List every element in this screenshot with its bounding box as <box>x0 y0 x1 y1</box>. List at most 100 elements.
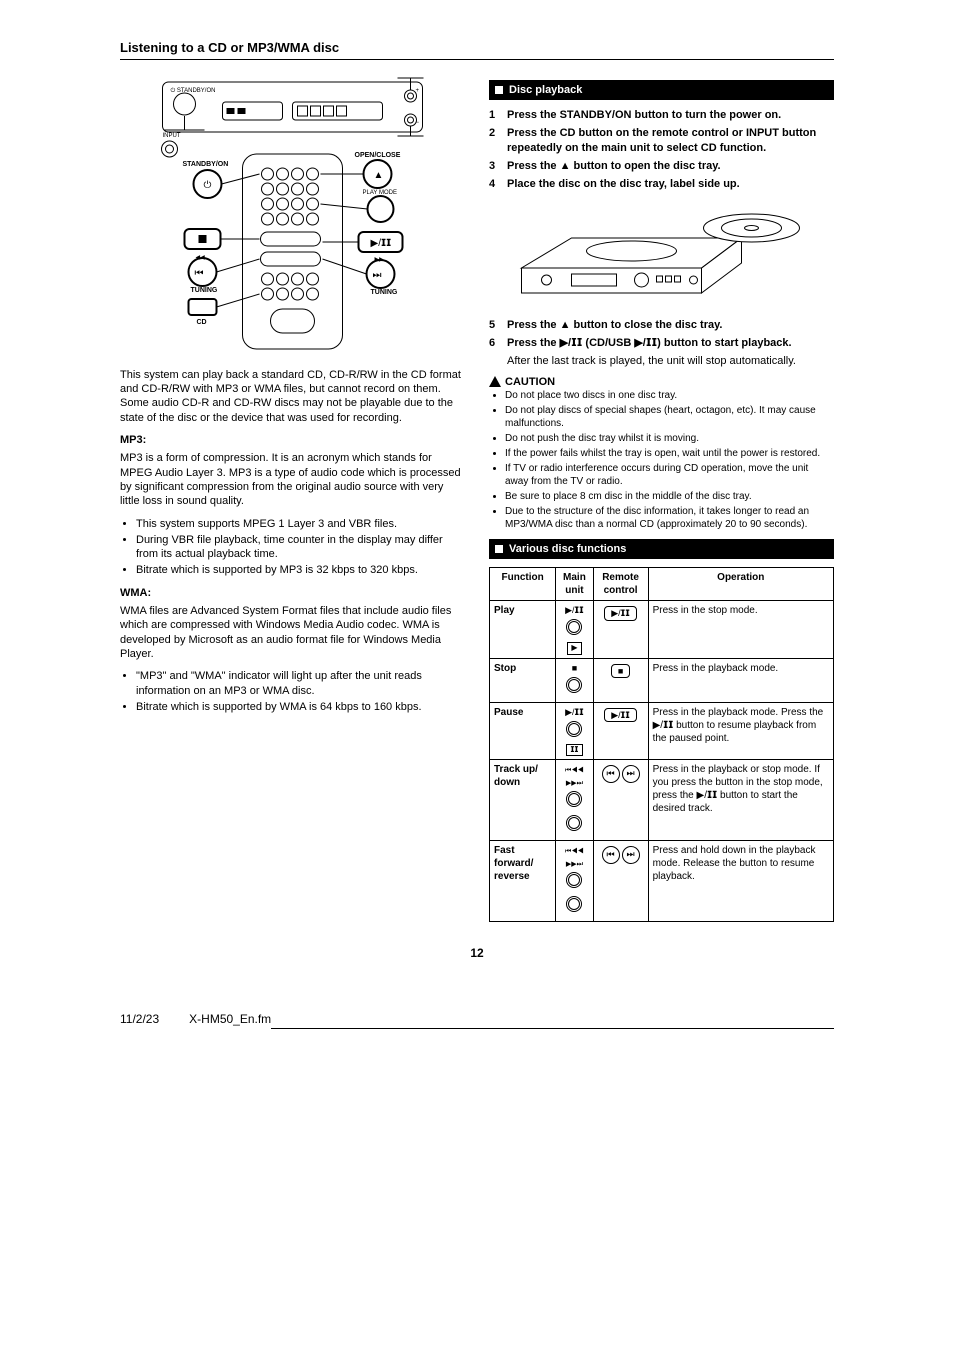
remote-cell: ⏮⏭ <box>593 759 648 840</box>
svg-text:CD: CD <box>197 319 207 326</box>
play-pause-icon: ▶/𝗜𝗜 <box>604 708 637 723</box>
mp3-body: MP3 is a form of compression. It is an a… <box>120 451 465 508</box>
left-column: ⏻ STANDBY/ON + − INPUT <box>120 74 465 922</box>
list-item: Bitrate which is supported by MP3 is 32 … <box>136 563 465 577</box>
footer-docname: X-HM50_En.fm <box>189 1012 271 1058</box>
main-unit-cell: ▶/𝗜𝗜▶ <box>556 601 593 658</box>
next-icon: ⏭ <box>622 846 640 864</box>
dial-icon <box>566 619 582 635</box>
col-operation: Operation <box>648 568 833 601</box>
remote-and-unit-diagram: ⏻ STANDBY/ON + − INPUT <box>120 74 465 354</box>
svg-text:⏻ STANDBY/ON: ⏻ STANDBY/ON <box>171 87 216 94</box>
table-row: Stop■■Press in the playback mode. <box>490 658 834 702</box>
page-title: Listening to a CD or MP3/WMA disc <box>120 40 834 60</box>
section-marker-icon <box>495 545 503 553</box>
step-item: 3 Press the ▲ button to open the disc tra… <box>489 159 834 173</box>
func-name: Pause <box>490 702 556 759</box>
prev-icon: ⏮ <box>602 846 620 864</box>
list-item: Bitrate which is supported by WMA is 64 … <box>136 700 465 714</box>
operation-cell: Press in the playback mode. Press the ▶/… <box>648 702 833 759</box>
main-glyph: ■ <box>572 663 577 673</box>
operation-cell: Press in the playback or stop mode. If y… <box>648 759 833 840</box>
list-item: This system supports MPEG 1 Layer 3 and … <box>136 517 465 531</box>
main-unit-cell: ▶/𝗜𝗜𝗜𝗜 <box>556 702 593 759</box>
step-item: 1Press the STANDBY/ON button to turn the… <box>489 108 834 122</box>
table-header-row: Function Main unit Remote control Operat… <box>490 568 834 601</box>
playback-steps: 1Press the STANDBY/ON button to turn the… <box>489 108 834 191</box>
svg-text:OPEN/CLOSE: OPEN/CLOSE <box>355 152 401 159</box>
svg-text:◀◀: ◀◀ <box>196 255 206 261</box>
svg-text:TUNING: TUNING <box>371 289 398 296</box>
svg-text:▶/𝗜𝗜: ▶/𝗜𝗜 <box>371 238 392 249</box>
list-item: Do not place two discs in one disc tray. <box>505 389 834 402</box>
list-item: "MP3" and "WMA" indicator will light up … <box>136 669 465 698</box>
list-item: Do not play discs of special shapes (hea… <box>505 404 834 430</box>
step-text: Press the ▲ button to open the disc tray… <box>507 159 721 173</box>
table-row: Track up/ down⏮◀◀ ▶▶⏭ ⏮⏭Press in the pla… <box>490 759 834 840</box>
dial-icon <box>566 791 582 807</box>
svg-text:INPUT: INPUT <box>163 133 181 139</box>
func-name: Fast forward/ reverse <box>490 840 556 921</box>
step-text: Press the CD button on the remote contro… <box>507 126 834 155</box>
dial-icon <box>566 677 582 693</box>
svg-text:▶▶: ▶▶ <box>375 257 385 263</box>
list-item: If the power fails whilst the tray is op… <box>505 447 834 460</box>
after-step6-note: After the last track is played, the unit… <box>507 354 834 368</box>
main-glyph: ▶/𝗜𝗜 <box>565 707 584 717</box>
step-text: Press the ▶/𝗜𝗜 (CD/USB ▶/𝗜𝗜) button to s… <box>507 336 792 350</box>
svg-text:▲: ▲ <box>374 170 384 181</box>
functions-table: Function Main unit Remote control Operat… <box>489 567 834 922</box>
wma-bullets: "MP3" and "WMA" indicator will light up … <box>120 669 465 714</box>
step-5: 5 Press the ▲ button to close the disc t… <box>489 318 834 332</box>
step-item: 2Press the CD button on the remote contr… <box>489 126 834 155</box>
svg-text:+: + <box>416 88 420 94</box>
caution-heading: CAUTION <box>489 375 834 389</box>
play-pause-icon: ▶/𝗜𝗜 <box>604 606 637 621</box>
list-item: During VBR file playback, time counter i… <box>136 533 465 562</box>
svg-text:−: − <box>416 120 420 126</box>
list-item: Due to the structure of the disc informa… <box>505 505 834 531</box>
next-icon: ⏭ <box>622 765 640 783</box>
step-number: 3 <box>489 159 501 173</box>
list-item: Do not push the disc tray whilst it is m… <box>505 432 834 445</box>
step-number: 1 <box>489 108 501 122</box>
operation-cell: Press and hold down in the playback mode… <box>648 840 833 921</box>
dial-icon <box>566 721 582 737</box>
intro-paragraph: This system can play back a standard CD,… <box>120 368 465 425</box>
step-item: 4 Place the disc on the disc tray, label … <box>489 177 834 191</box>
table-row: Play▶/𝗜𝗜▶▶/𝗜𝗜Press in the stop mode. <box>490 601 834 658</box>
svg-text:STANDBY/ON: STANDBY/ON <box>183 161 229 168</box>
col-main-unit: Main unit <box>556 568 593 601</box>
step-number: 4 <box>489 177 501 191</box>
caution-label: CAUTION <box>505 375 555 389</box>
operation-cell: Press in the stop mode. <box>648 601 833 658</box>
list-item: If TV or radio interference occurs durin… <box>505 462 834 488</box>
main-unit-cell: ⏮◀◀ ▶▶⏭ <box>556 759 593 840</box>
remote-cell: ▶/𝗜𝗜 <box>593 601 648 658</box>
svg-text:PLAY MODE: PLAY MODE <box>363 190 397 196</box>
main-unit-cell: ■ <box>556 658 593 702</box>
caution-triangle-icon <box>489 376 501 387</box>
dial-icon <box>566 896 582 912</box>
page-footer: 11/2/23 X-HM50_En.fm <box>120 1012 834 1058</box>
main-unit-cell: ⏮◀◀ ▶▶⏭ <box>556 840 593 921</box>
step-text: Place the disc on the disc tray, label s… <box>507 177 740 191</box>
main-glyph: ▶/𝗜𝗜 <box>565 605 584 615</box>
svg-text:TUNING: TUNING <box>191 287 218 294</box>
wma-body: WMA files are Advanced System Format fil… <box>120 604 465 661</box>
svg-text:⏻: ⏻ <box>204 180 212 191</box>
list-item: Be sure to place 8 cm disc in the middle… <box>505 490 834 503</box>
section-various-functions: Various disc functions <box>489 539 834 559</box>
step-number: 2 <box>489 126 501 155</box>
wma-heading: WMA: <box>120 586 465 600</box>
svg-text:⏭: ⏭ <box>373 270 382 281</box>
step-6: 6 Press the ▶/𝗜𝗜 (CD/USB ▶/𝗜𝗜) button to… <box>489 336 834 350</box>
col-remote: Remote control <box>593 568 648 601</box>
step-number: 6 <box>489 336 501 350</box>
func-name: Play <box>490 601 556 658</box>
remote-cell: ⏮⏭ <box>593 840 648 921</box>
func-name: Stop <box>490 658 556 702</box>
mp3-heading: MP3: <box>120 433 465 447</box>
col-function: Function <box>490 568 556 601</box>
remote-cell: ▶/𝗜𝗜 <box>593 702 648 759</box>
